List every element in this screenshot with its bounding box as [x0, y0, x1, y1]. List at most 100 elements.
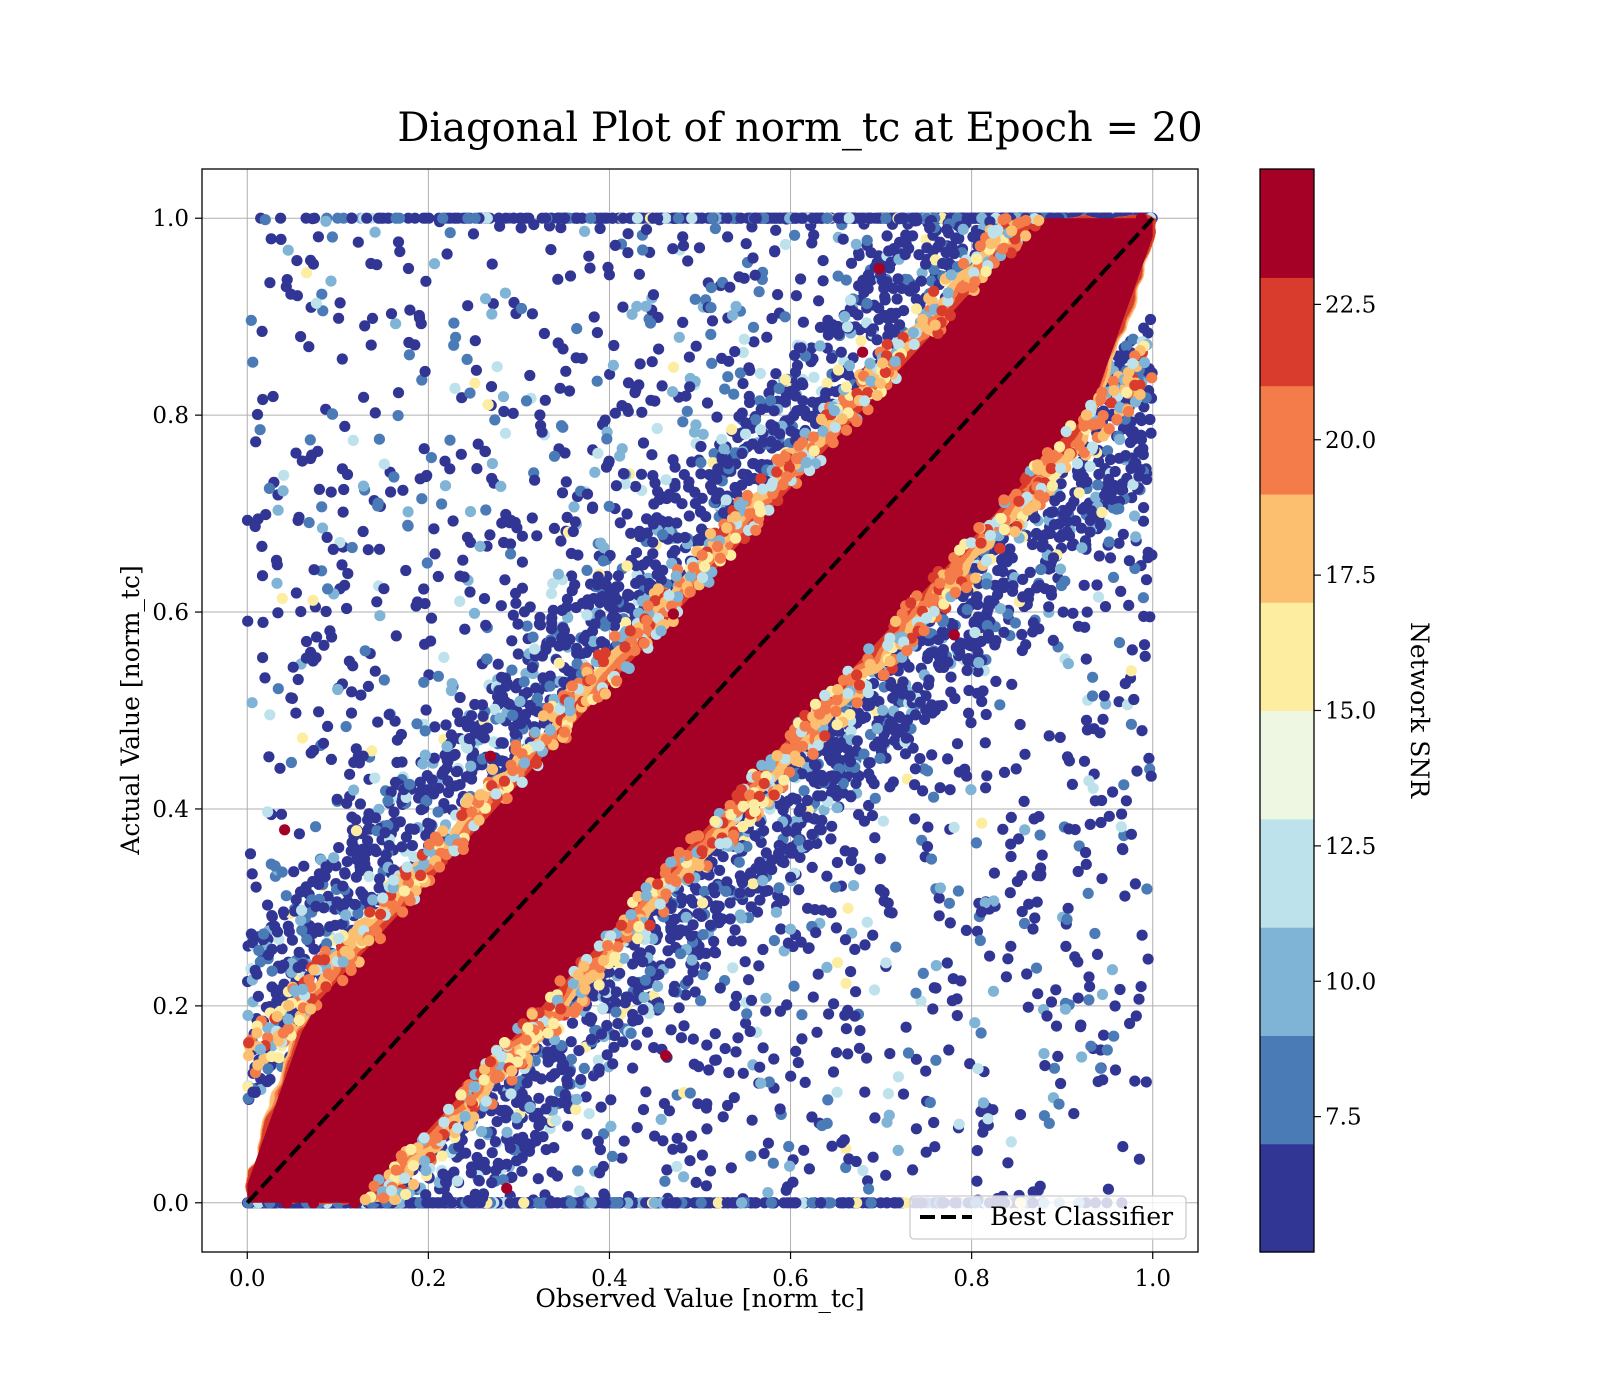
- scatter-point: [303, 517, 315, 529]
- scatter-point: [1113, 696, 1125, 708]
- scatter-point: [1118, 779, 1130, 791]
- scatter-point: [592, 1135, 604, 1148]
- scatter-point: [300, 635, 313, 648]
- scatter-point: [1116, 843, 1128, 855]
- scatter-point: [580, 1091, 592, 1103]
- scatter-point: [271, 577, 283, 589]
- scatter-point: [1096, 794, 1108, 807]
- scatter-point: [498, 536, 510, 549]
- scatter-point: [988, 895, 1000, 907]
- scatter-point: [372, 716, 384, 728]
- scatter-point: [684, 1087, 696, 1099]
- scatter-point: [845, 966, 857, 978]
- scatter-point: [743, 974, 755, 986]
- scatter-point: [701, 397, 714, 409]
- scatter-point: [245, 314, 257, 326]
- scatter-point: [741, 1008, 753, 1020]
- scatter-point: [592, 1054, 604, 1066]
- scatter-point: [1143, 752, 1155, 765]
- scatter-point: [306, 449, 318, 461]
- scatter-point: [728, 1092, 740, 1104]
- scatter-point: [346, 212, 358, 224]
- scatter-point: [1136, 725, 1148, 737]
- scatter-point: [495, 600, 507, 612]
- scatter-point: [987, 1104, 999, 1116]
- scatter-point: [1106, 964, 1118, 976]
- scatter-point: [402, 506, 414, 518]
- scatter-point: [332, 212, 344, 224]
- scatter-point: [617, 301, 629, 313]
- scatter-point: [1062, 658, 1074, 670]
- scatter-point: [1145, 427, 1157, 439]
- scatter-point: [402, 262, 415, 275]
- scatter-point: [982, 1113, 994, 1125]
- scatter-point: [565, 1197, 577, 1209]
- scatter-point: [1095, 1062, 1107, 1074]
- scatter-point: [346, 686, 358, 698]
- scatter-point: [663, 1105, 676, 1117]
- scatter-point: [295, 606, 307, 618]
- scatter-point: [1075, 1019, 1087, 1031]
- scatter-point: [1095, 816, 1107, 829]
- scatter-point: [362, 680, 374, 693]
- scatter-point: [544, 1197, 557, 1209]
- scatter-point: [310, 652, 322, 664]
- scatter-point: [354, 798, 366, 810]
- scatter-point: [378, 583, 390, 595]
- scatter-point: [770, 906, 783, 918]
- scatter-point: [484, 529, 496, 541]
- scatter-point: [790, 1045, 802, 1057]
- scatter-point: [452, 212, 464, 224]
- scatter-point: [730, 300, 742, 313]
- scatter-point: [762, 1187, 774, 1199]
- scatter-point: [920, 1065, 932, 1077]
- scatter-point: [930, 960, 942, 972]
- scatter-point: [1050, 984, 1062, 996]
- scatter-point: [696, 1149, 709, 1161]
- scatter-point: [821, 961, 833, 974]
- scatter-point: [461, 353, 473, 365]
- scatter-point: [259, 214, 271, 226]
- scatter-point: [692, 1098, 704, 1110]
- scatter-point: [922, 821, 934, 833]
- scatter-point: [807, 212, 819, 224]
- scatter-point: [491, 361, 503, 373]
- scatter-point: [1005, 811, 1017, 824]
- scatter-point: [1038, 1048, 1050, 1060]
- scatter-point: [1005, 1136, 1017, 1148]
- scatter-point: [1078, 755, 1091, 767]
- scatter-point: [494, 220, 506, 232]
- scatter-point: [310, 297, 322, 309]
- scatter-point: [657, 1135, 669, 1147]
- scatter-point: [927, 1003, 939, 1015]
- scatter-point: [1000, 971, 1013, 983]
- scatter-point: [256, 570, 269, 582]
- scatter-point: [595, 1101, 607, 1113]
- scatter-point: [312, 231, 324, 243]
- scatter-point: [828, 998, 840, 1010]
- scatter-point: [365, 257, 377, 270]
- scatter-point: [320, 605, 332, 618]
- scatter-point: [585, 212, 597, 224]
- scatter-point: [322, 890, 334, 903]
- scatter-point: [295, 331, 307, 343]
- scatter-point: [909, 763, 922, 775]
- scatter-point: [1060, 940, 1072, 953]
- scatter-point: [1142, 953, 1154, 965]
- scatter-point: [616, 1152, 628, 1164]
- scatter-point: [648, 1042, 660, 1054]
- scatter-point: [603, 455, 615, 467]
- scatter-point: [772, 289, 784, 301]
- scatter-point: [1005, 838, 1017, 850]
- scatter-point: [1030, 962, 1043, 974]
- scatter-point: [677, 231, 689, 243]
- scatter-point: [404, 304, 416, 316]
- scatter-point: [1045, 996, 1058, 1008]
- scatter-point: [977, 685, 989, 697]
- scatter-point: [250, 881, 262, 893]
- scatter-point: [1072, 620, 1084, 632]
- scatter-point: [508, 296, 520, 309]
- scatter-point: [839, 934, 852, 946]
- scatter-point: [853, 809, 865, 821]
- scatter-point: [499, 287, 511, 299]
